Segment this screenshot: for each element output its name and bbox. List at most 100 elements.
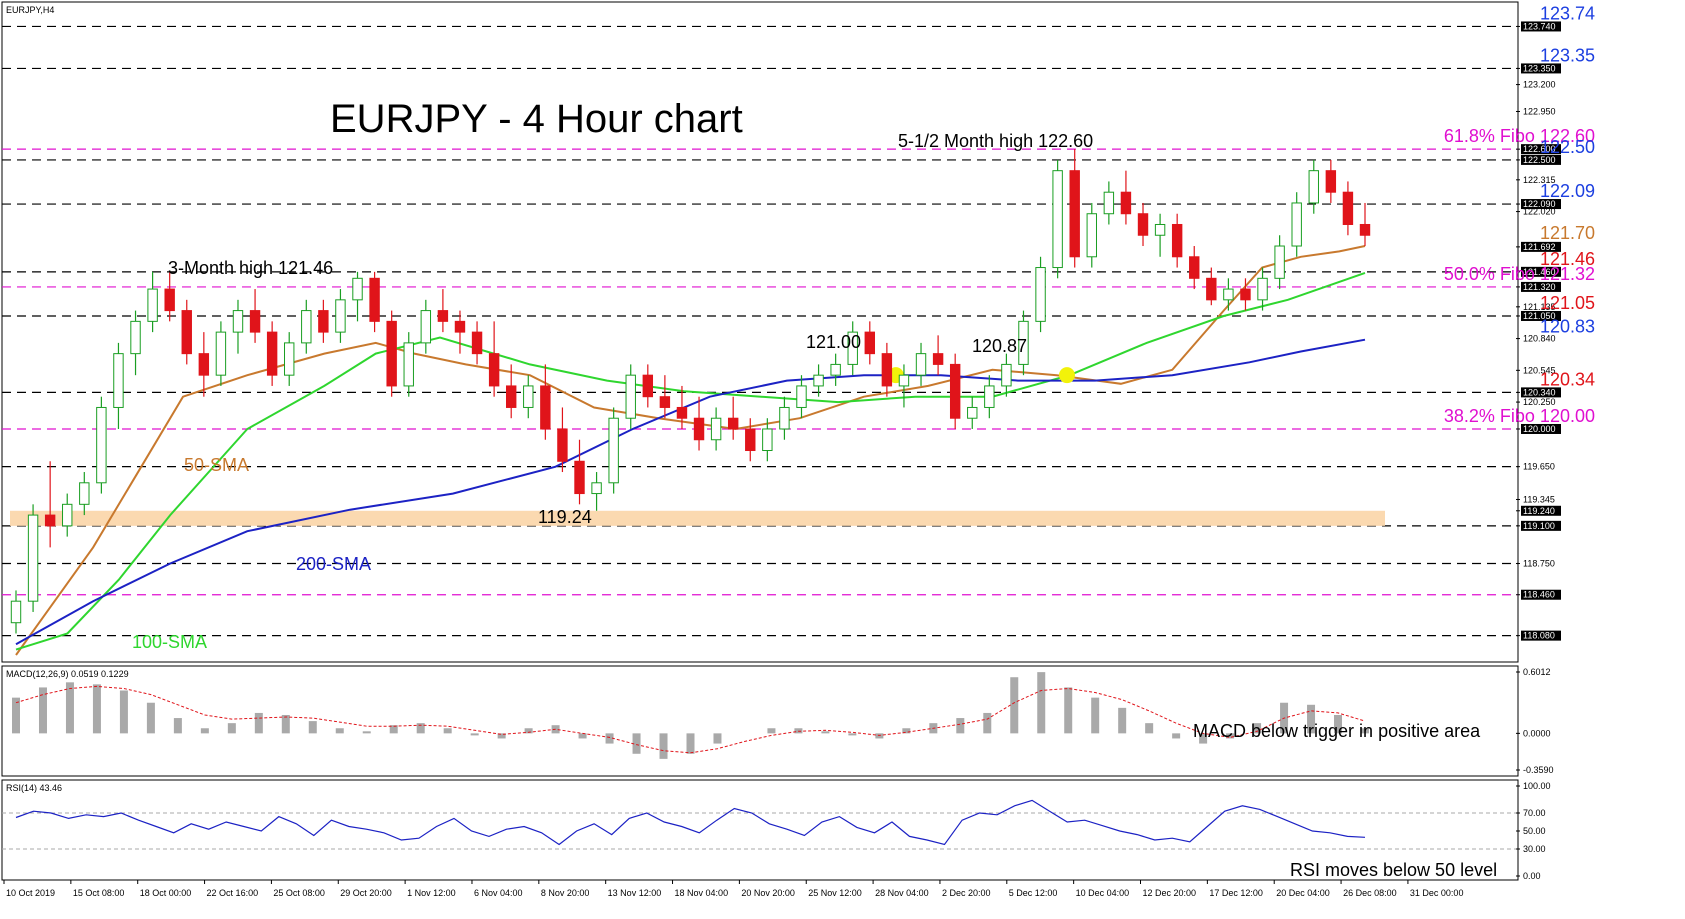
level-label-10: 120.34 (1540, 369, 1595, 389)
time-label-17: 12 Dec 20:00 (1143, 888, 1197, 898)
axis-highlight-13 (1521, 310, 1561, 321)
candle-body-55 (949, 363, 961, 419)
axis-highlight-11 (1521, 281, 1561, 292)
candle-body-3 (62, 503, 73, 527)
annotation-120-87: 120.87 (972, 336, 1027, 356)
macd-bar-44 (1199, 733, 1208, 744)
axis-highlight-16 (1521, 387, 1561, 398)
candle-body-70 (1206, 277, 1217, 301)
level-label-7: 50.0% Fibo 121.32 (1444, 264, 1595, 284)
macd-bar-39 (1064, 687, 1073, 734)
candle-body-78 (1342, 191, 1354, 225)
time-label-8: 8 Nov 20:00 (541, 888, 590, 898)
candle-body-37 (642, 374, 654, 398)
candle-body-6 (113, 353, 124, 408)
macd-bar-32 (875, 733, 884, 739)
rsi-axis-label-2: 50.00 (1523, 826, 1546, 836)
macd-bar-7 (200, 728, 209, 734)
rsi-axis-label-0: 100.00 (1523, 781, 1551, 791)
candle-body-35 (608, 417, 619, 484)
candle-body-43 (745, 428, 756, 452)
macd-annotation: MACD below trigger in positive area (1193, 721, 1481, 741)
macd-bar-0 (12, 697, 20, 734)
candle-body-31 (540, 385, 551, 430)
macd-bar-23 (632, 733, 641, 754)
price-panel-frame (1, 1, 1519, 663)
time-label-20: 26 Dec 08:00 (1343, 888, 1397, 898)
macd-axis-label-1: 0.0000 (1523, 728, 1551, 738)
macd-bar-49 (1334, 714, 1343, 734)
candle-body-57 (984, 385, 995, 408)
candle-body-42 (727, 417, 739, 430)
candle-body-51 (881, 353, 893, 387)
axis-tick-label-4: 122.600 (1523, 144, 1556, 154)
candle-body-47 (813, 374, 824, 387)
time-label-2: 18 Oct 00:00 (140, 888, 192, 898)
support-zone (10, 510, 1385, 526)
axis-tick-label-0: 123.740 (1523, 21, 1556, 31)
candle-body-15 (266, 331, 278, 376)
level-label-2: 61.8% Fibo 122.60 (1444, 126, 1595, 146)
candle-body-44 (762, 428, 773, 452)
macd-bar-14 (389, 725, 398, 734)
axis-highlight-24 (1521, 589, 1561, 600)
candle-body-67 (1154, 223, 1166, 236)
candle-body-17 (301, 310, 312, 344)
axis-tick-label-18: 120.000 (1523, 424, 1556, 434)
candle-body-66 (1137, 213, 1149, 236)
symbol-label: EURJPY,H4 (6, 5, 54, 15)
axis-tick-label-2: 123.200 (1523, 80, 1556, 90)
time-label-7: 6 Nov 04:00 (474, 888, 523, 898)
candle-body-34 (591, 482, 602, 495)
level-label-0: 123.74 (1540, 3, 1595, 23)
candle-body-76 (1308, 170, 1319, 204)
rsi-axis-label-1: 70.00 (1523, 808, 1546, 818)
time-label-14: 2 Dec 20:00 (942, 888, 991, 898)
macd-bar-31 (848, 733, 857, 736)
macd-bar-10 (281, 714, 290, 734)
annotation-sma100: 100-SMA (132, 632, 207, 652)
macd-axis-label-0: 0.6012 (1523, 667, 1551, 677)
axis-highlight-25 (1521, 630, 1561, 641)
candle-body-33 (574, 460, 585, 495)
axis-tick-label-16: 120.340 (1523, 387, 1556, 397)
candle-body-53 (915, 353, 927, 376)
candle-body-7 (130, 320, 141, 355)
axis-tick-label-6: 122.315 (1523, 175, 1556, 185)
candle-body-71 (1223, 288, 1234, 301)
candle-body-12 (215, 331, 227, 376)
candle-body-22 (386, 320, 397, 387)
candle-body-38 (659, 396, 671, 408)
time-label-10: 18 Nov 04:00 (675, 888, 729, 898)
axis-tick-label-21: 119.240 (1523, 506, 1555, 516)
annotation-five-month-high: 5-1/2 Month high 122.60 (898, 131, 1093, 151)
candle-body-73 (1257, 277, 1268, 301)
axis-tick-label-7: 122.090 (1523, 199, 1556, 209)
candle-body-41 (710, 417, 722, 441)
time-axis-group: 10 Oct 2019 15 Oct 08:00 18 Oct 00:00 22 Oc… (3, 880, 1464, 898)
rsi-axis-label-4: 0.00 (1523, 871, 1541, 881)
time-label-21: 31 Dec 00:00 (1410, 888, 1464, 898)
candle-body-9 (164, 288, 175, 312)
candle-body-2 (44, 514, 56, 527)
candles-group (10, 149, 1371, 634)
macd-bar-12 (335, 728, 344, 734)
axis-tick-label-12: 121.135 (1523, 302, 1556, 312)
macd-bar-5 (146, 702, 155, 734)
level-label-4: 122.09 (1540, 181, 1595, 201)
level-label-9: 120.83 (1540, 317, 1595, 337)
macd-bar-37 (1010, 677, 1019, 734)
annotation-119-24: 119.24 (538, 507, 592, 527)
candle-body-62 (1069, 170, 1080, 258)
macd-bar-17 (470, 733, 479, 736)
macd-bar-50 (1361, 728, 1369, 734)
axis-highlight-21 (1521, 505, 1561, 516)
macd-bar-2 (65, 682, 74, 734)
axis-tick-label-23: 118.750 (1523, 559, 1555, 569)
macd-bar-43 (1172, 733, 1181, 739)
macd-bar-9 (254, 712, 263, 734)
level-label-3: 122.50 (1540, 137, 1595, 157)
time-label-16: 10 Dec 04:00 (1076, 888, 1130, 898)
